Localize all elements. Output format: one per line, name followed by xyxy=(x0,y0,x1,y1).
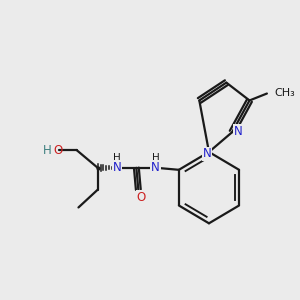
Text: N: N xyxy=(234,125,242,138)
Text: H: H xyxy=(152,153,160,163)
Text: N: N xyxy=(113,161,122,174)
Text: O: O xyxy=(136,191,146,204)
Text: H: H xyxy=(113,153,121,163)
Text: H: H xyxy=(43,143,51,157)
Text: O: O xyxy=(53,143,63,157)
Text: CH₃: CH₃ xyxy=(274,88,296,98)
Text: N: N xyxy=(203,148,212,160)
Text: N: N xyxy=(151,161,160,174)
